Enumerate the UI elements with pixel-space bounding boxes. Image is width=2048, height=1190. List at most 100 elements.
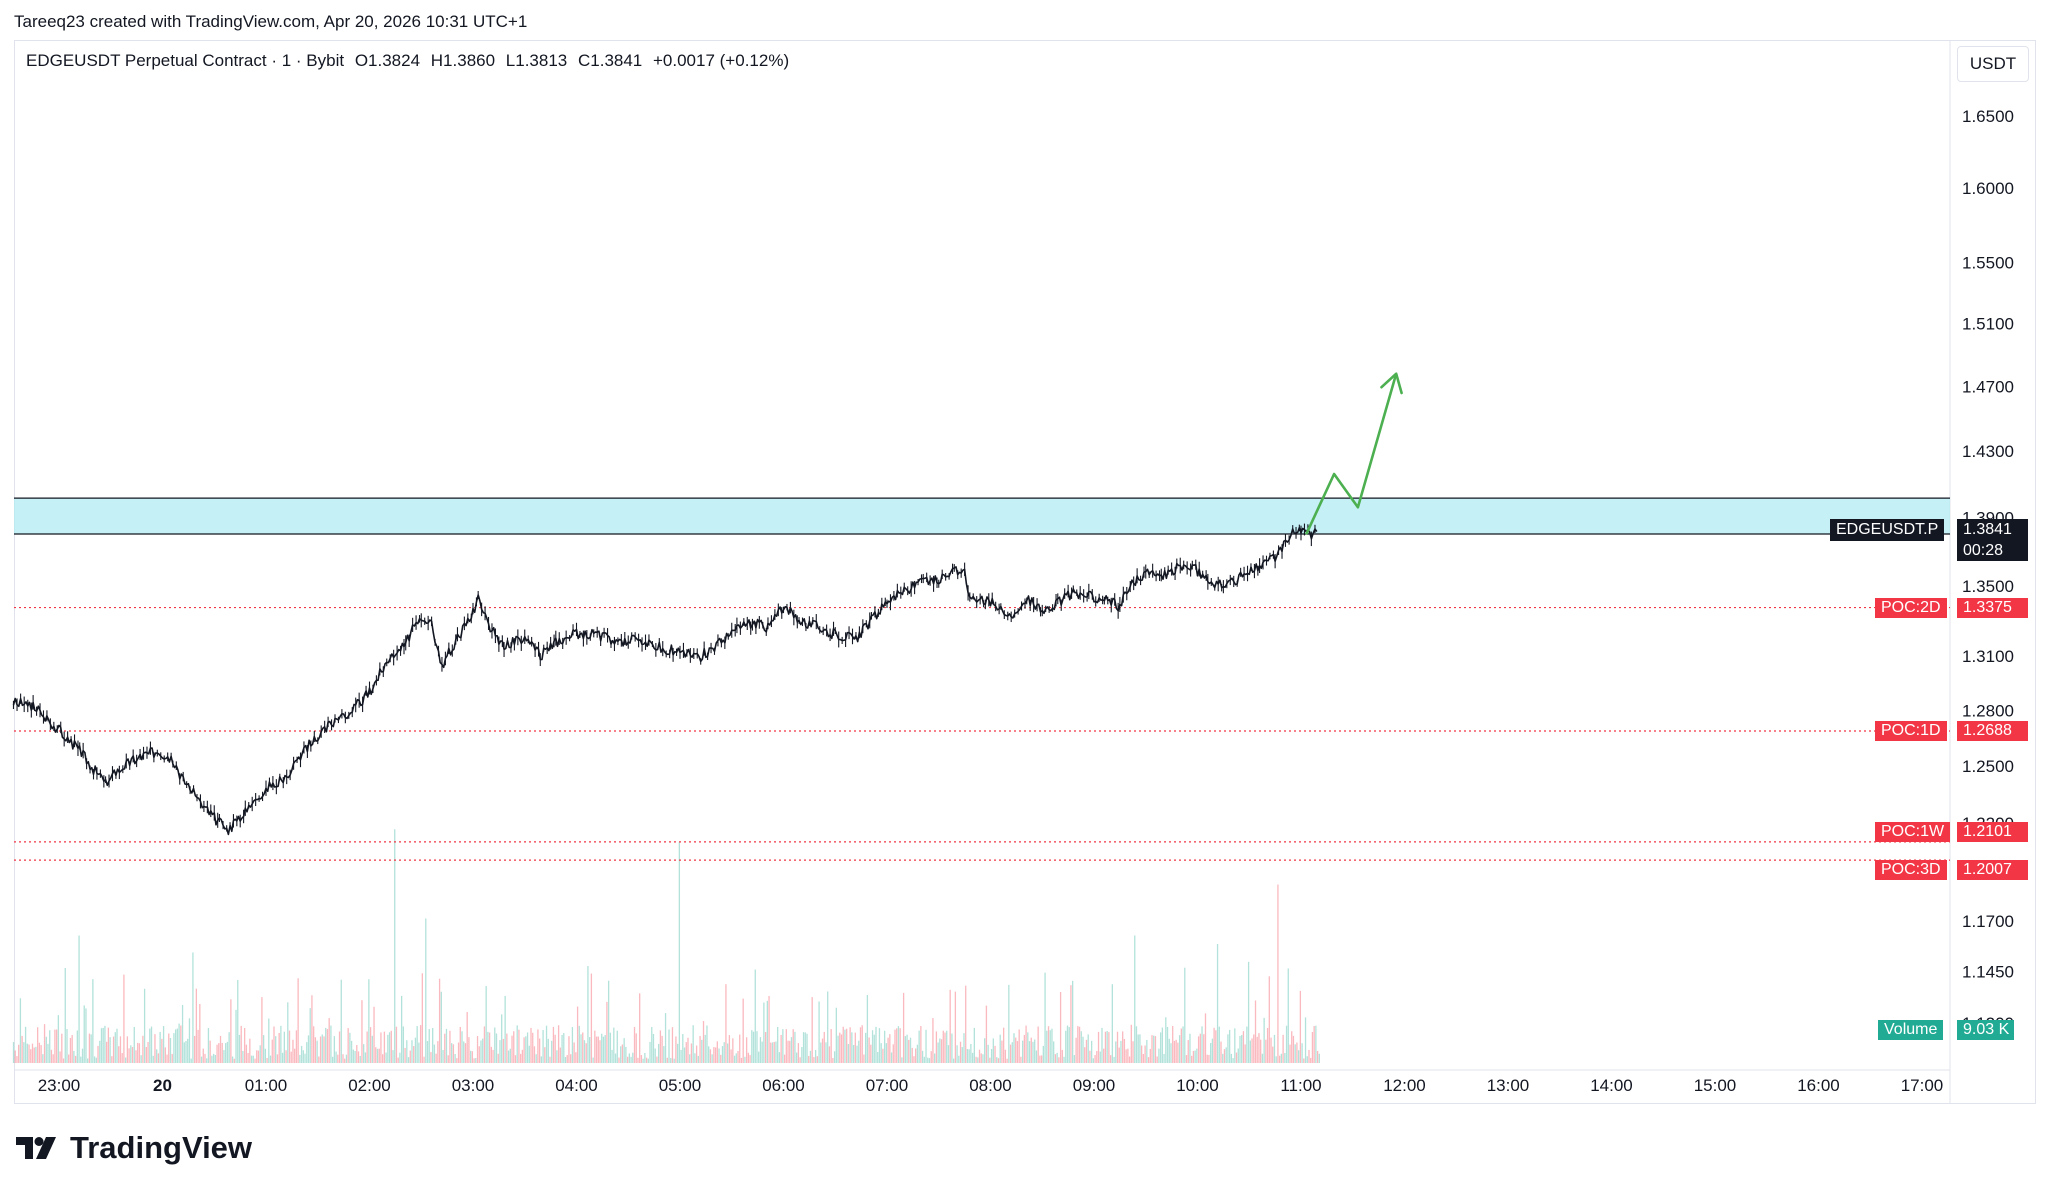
volume-bar [1072, 980, 1074, 1063]
time-tick-label: 23:00 [38, 1076, 81, 1095]
volume-bar [30, 1049, 32, 1063]
volume-bar [214, 1054, 216, 1063]
volume-bar [896, 1028, 898, 1063]
volume-tag-label: Volume [1878, 1020, 1944, 1040]
volume-bar [147, 1042, 149, 1063]
volume-bar [1172, 1025, 1174, 1063]
volume-bar [663, 1046, 665, 1063]
volume-bar [580, 1034, 582, 1063]
volume-bar [1203, 1034, 1205, 1063]
volume-bar [1047, 1026, 1050, 1063]
symbol-name[interactable]: EDGEUSDT Perpetual Contract · 1 · Bybit [26, 51, 345, 70]
volume-bar [61, 1033, 63, 1063]
volume-bar [18, 1044, 20, 1063]
time-tick-label: 20 [153, 1076, 172, 1095]
volume-bar [882, 1048, 884, 1063]
volume-bar [790, 1037, 793, 1063]
volume-bar [497, 1053, 499, 1063]
volume-bar [756, 1031, 758, 1063]
volume-bar [1008, 984, 1010, 1063]
volume-bar [561, 1034, 563, 1063]
volume-bar [1116, 1031, 1119, 1063]
volume-bar [221, 1042, 223, 1063]
volume-bar [368, 979, 370, 1063]
volume-bar [542, 1030, 544, 1063]
volume-bar [1032, 1041, 1034, 1063]
volume-bar [980, 1053, 982, 1063]
currency-unit-button[interactable]: USDT [1957, 46, 2029, 82]
time-tick-label: 02:00 [348, 1076, 391, 1095]
volume-bar [547, 1038, 549, 1063]
volume-bar [823, 1031, 825, 1063]
volume-bar [175, 1029, 177, 1063]
volume-bar [1246, 1026, 1248, 1063]
volume-bar [328, 1018, 330, 1063]
volume-bar [935, 1031, 938, 1063]
volume-bar [694, 1053, 696, 1063]
volume-bar [1125, 1049, 1127, 1063]
volume-bar [421, 973, 423, 1063]
volume-bar [839, 1032, 841, 1063]
volume-bar [268, 1018, 270, 1063]
volume-bar [62, 1058, 65, 1063]
time-tick-label: 05:00 [659, 1076, 702, 1095]
volume-bar [40, 1045, 42, 1063]
volume-bar [504, 995, 506, 1063]
poc-label: POC:1W [1875, 821, 1951, 842]
volume-bar [1099, 1051, 1101, 1063]
volume-bar [628, 1053, 630, 1063]
volume-bar [1185, 1055, 1188, 1063]
volume-bar [507, 1050, 510, 1063]
volume-bar [192, 952, 194, 1063]
volume-bar [1297, 1050, 1300, 1063]
volume-bar [102, 1027, 104, 1063]
volume-bar [1189, 1033, 1191, 1063]
volume-bar [185, 1041, 187, 1063]
volume-bar [181, 1004, 184, 1063]
volume-bar [1035, 1050, 1038, 1063]
volume-bar [901, 1057, 903, 1063]
volume-bar [1256, 1036, 1258, 1063]
price-series-line [12, 527, 1318, 836]
volume-bar [1044, 972, 1046, 1063]
volume-bar [863, 1054, 865, 1063]
volume-bar [656, 1056, 658, 1063]
volume-bar [162, 1026, 165, 1063]
volume-bar [375, 1047, 377, 1063]
volume-bar [1303, 1058, 1305, 1063]
volume-bar [176, 1028, 179, 1063]
volume-bar [1151, 1035, 1153, 1063]
volume-bar [406, 1040, 408, 1063]
volume-bar [525, 1036, 527, 1063]
volume-bar [501, 1014, 503, 1063]
ohlc-high: H1.3860 [430, 51, 496, 70]
volume-bar [283, 1031, 285, 1063]
volume-bar [318, 1056, 320, 1063]
volume-bar [973, 1027, 975, 1063]
volume-bar [1015, 1037, 1017, 1063]
volume-bar [212, 1053, 215, 1063]
volume-bar [371, 1035, 373, 1063]
tradingview-logo[interactable]: TradingView [16, 1130, 252, 1166]
volume-bar [513, 1031, 515, 1063]
volume-bar [644, 1052, 646, 1063]
volume-bar [745, 1037, 748, 1063]
volume-bar [262, 1035, 265, 1063]
volume-bar [616, 1030, 618, 1063]
price-tick-label: 1.4300 [1962, 442, 2014, 461]
volume-bar [1206, 1054, 1208, 1063]
volume-bar [1306, 1056, 1308, 1063]
volume-bar [557, 1025, 560, 1063]
price-tag-value: 1.3841 [1957, 519, 2028, 541]
volume-bar [1313, 1025, 1315, 1063]
volume-bar [230, 999, 232, 1063]
volume-bar [487, 1031, 489, 1063]
volume-bar [940, 1039, 943, 1063]
volume-bar [469, 1050, 472, 1063]
volume-bar [135, 1050, 137, 1063]
volume-bar [1220, 1041, 1222, 1063]
volume-bar [128, 1048, 130, 1063]
volume-bar [1279, 1055, 1281, 1063]
volume-bar [658, 1043, 660, 1063]
